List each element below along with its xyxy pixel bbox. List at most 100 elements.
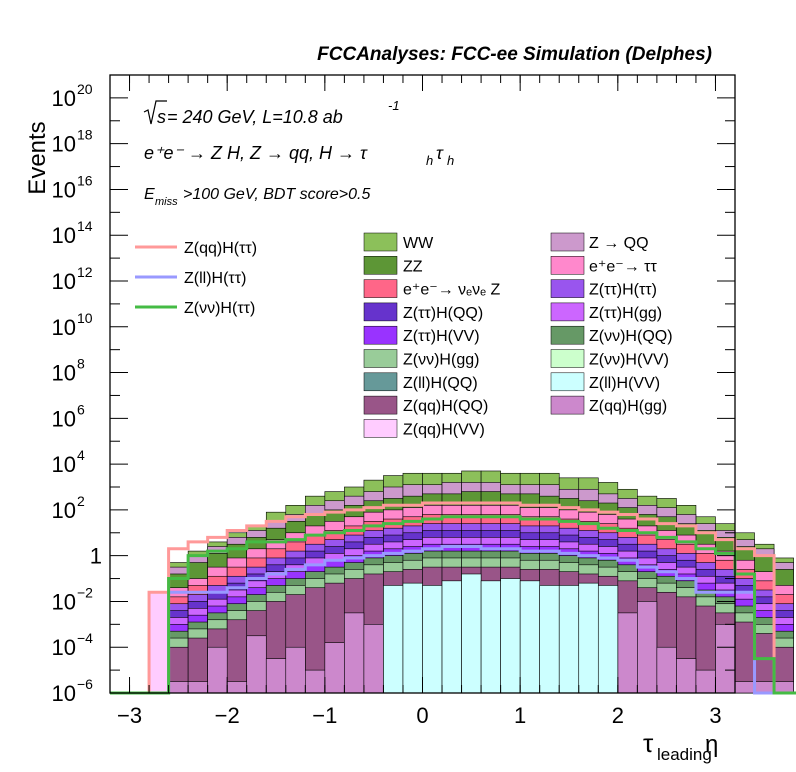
bar-cyan-19 — [480, 580, 501, 694]
y-tick-exp-6: 6 — [77, 401, 85, 417]
x-tick-label-0: −3 — [117, 703, 142, 728]
bar-pinkedge-2 — [148, 591, 169, 694]
bar-12-28 — [656, 646, 677, 694]
energy-annotation: s = 240 GeV, L=10.8 ab -1 — [143, 98, 400, 127]
y-tick-label-5: 10 — [52, 452, 76, 477]
process-sub1: h — [426, 153, 433, 168]
sqrt-symbol — [143, 100, 167, 125]
bar-cyan-21 — [519, 580, 540, 694]
bar-cyan-18 — [461, 573, 482, 694]
y-tick-exp-10: 14 — [77, 218, 93, 234]
bar-cyan-15 — [402, 582, 423, 694]
y-tick-exp-9: 12 — [77, 264, 93, 280]
bar-cyan-16 — [422, 585, 443, 694]
legend-swatch-right-2 — [550, 279, 585, 298]
y-tick-exp-11: 16 — [77, 172, 93, 188]
bar-12-29 — [676, 658, 697, 694]
x-tick-label-4: 1 — [514, 703, 526, 728]
bar-cyan-17 — [441, 580, 462, 694]
y-axis-label: Events — [24, 121, 51, 194]
legend-label-right-3: Z(ττ)H(gg) — [589, 305, 662, 322]
y-tick-label-4: 10 — [52, 498, 76, 523]
legend-label-mid-1: ZZ — [403, 258, 423, 275]
legend-swatch-mid-3 — [363, 302, 398, 322]
legend-label-mid-8: Z(qq)H(VV) — [403, 421, 485, 438]
legend-label-mid-5: Z(νν)H(gg) — [403, 352, 479, 369]
cuts-E: E — [144, 186, 155, 203]
legend: Z(qq)H(ττ) Z(ll)H(ττ) Z(νν)H(ττ) WW ZZ e⁺e⁻→ … — [135, 232, 673, 438]
x-tick-label-2: −1 — [312, 703, 337, 728]
bar-12-3 — [168, 681, 189, 694]
process-annotation: e⁺e⁻ → Z H, Z → qq, H → τ h τ h — [144, 143, 454, 168]
cuts-sub: miss — [155, 196, 178, 208]
y-tick-label-13: 10 — [52, 86, 76, 111]
bar-cyan-22 — [539, 585, 560, 694]
x-axis-label-tau: τ — [643, 728, 654, 758]
legend-swatch-mid-1 — [363, 256, 398, 275]
bar-12-8 — [265, 658, 287, 694]
series-line-1 — [110, 545, 796, 695]
y-tick-exp-5: 4 — [77, 447, 85, 463]
bar-12-34 — [773, 681, 794, 694]
legend-swatch-mid-6 — [363, 372, 398, 392]
legend-swatch-right-6 — [550, 372, 585, 392]
series-line-2 — [110, 515, 796, 695]
bar-cyan-23 — [558, 585, 580, 694]
bar-12-31 — [715, 624, 736, 694]
bar-12-30 — [695, 669, 716, 694]
y-tick-exp-13: 20 — [77, 81, 93, 97]
x-axis-label: τ leading η — [643, 728, 718, 764]
legend-label-right-1: e⁺e⁻→ ττ — [589, 258, 657, 275]
header-text: FCCAnalyses: FCC-ee Simulation (Delphes) — [317, 44, 712, 65]
y-tick-label-3: 1 — [90, 544, 102, 569]
y-tick-exp-8: 10 — [77, 310, 93, 326]
energy-text: = 240 GeV, L=10.8 ab — [167, 107, 343, 127]
y-tick-label-1: 10 — [52, 635, 76, 660]
bar-12-7 — [246, 635, 267, 694]
y-tick-label-10: 10 — [52, 223, 76, 248]
cuts-annotation: E miss >100 GeV, BDT score>0.5 — [144, 186, 370, 208]
legend-label-mid-0: WW — [403, 235, 434, 252]
legend-swatch-mid-7 — [363, 395, 398, 415]
process-tau2: τ — [436, 143, 444, 163]
y-tick-label-8: 10 — [52, 315, 76, 340]
legend-label-right-7: Z(qq)H(gg) — [589, 398, 667, 415]
histogram-bars — [148, 470, 794, 694]
y-tick-label-0: 10 — [52, 681, 76, 706]
legend-swatch-right-3 — [550, 302, 585, 322]
bar-12-5 — [207, 646, 228, 694]
legend-swatch-right-0 — [550, 232, 585, 252]
bar-12-33 — [754, 681, 775, 694]
bar-12-13 — [363, 624, 384, 694]
y-tick-label-11: 10 — [52, 177, 76, 202]
bar-12-4 — [187, 681, 208, 694]
y-tick-label-2: 10 — [52, 589, 76, 614]
x-axis-label-sub: leading — [657, 745, 712, 764]
legend-label-right-5: Z(νν)H(VV) — [589, 352, 669, 369]
bar-12-9 — [285, 646, 306, 694]
legend-swatch-right-4 — [550, 325, 585, 345]
legend-label-right-6: Z(ll)H(VV) — [589, 375, 660, 392]
bar-12-26 — [617, 612, 638, 694]
legend-swatch-right-1 — [550, 256, 585, 275]
legend-label-mid-4: Z(ττ)H(VV) — [403, 328, 480, 345]
legend-swatch-mid-4 — [363, 325, 398, 345]
legend-swatch-mid-0 — [363, 232, 398, 252]
y-tick-label-7: 10 — [52, 361, 76, 386]
bar-12-32 — [734, 681, 755, 694]
legend-label-right-0: Z → QQ — [589, 235, 649, 252]
y-tick-exp-0: −6 — [77, 676, 93, 692]
legend-label-right-4: Z(νν)H(QQ) — [589, 328, 673, 345]
series-line-0 — [110, 501, 796, 695]
legend-label-mid-7: Z(qq)H(QQ) — [403, 398, 488, 415]
y-tick-exp-2: −2 — [77, 584, 93, 600]
x-tick-label-6: 3 — [709, 703, 721, 728]
y-tick-label-6: 10 — [52, 406, 76, 431]
y-tick-exp-4: 2 — [77, 493, 85, 509]
cuts-rest: >100 GeV, BDT score>0.5 — [183, 186, 370, 203]
legend-label-left-1: Z(ll)H(ττ) — [184, 270, 246, 287]
bar-12-11 — [324, 642, 345, 694]
y-tick-exp-12: 18 — [77, 127, 93, 143]
